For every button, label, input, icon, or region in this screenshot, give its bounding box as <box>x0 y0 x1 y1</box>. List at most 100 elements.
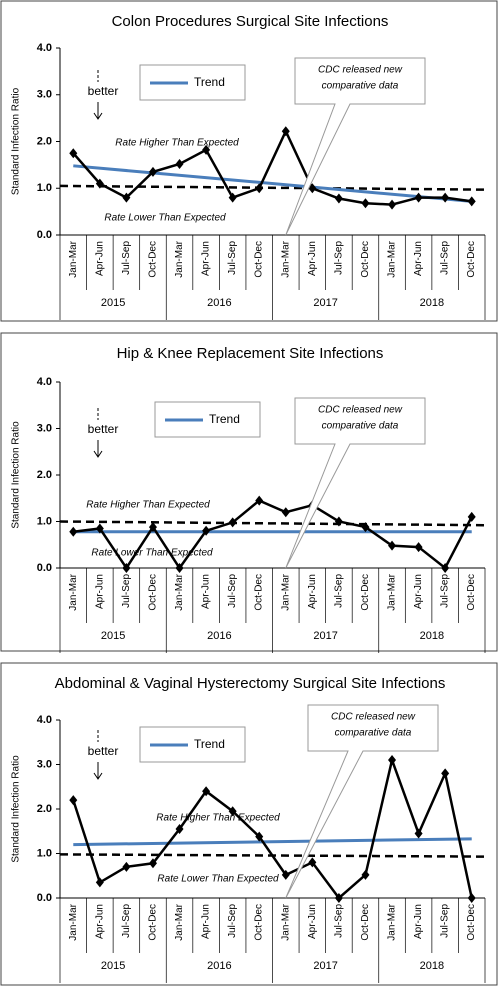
data-point <box>361 198 370 209</box>
annotation-higher: Rate Higher Than Expected <box>156 813 280 824</box>
y-tick-label: 4.0 <box>37 376 52 388</box>
data-point <box>69 148 78 159</box>
x-tick-label: Oct-Dec <box>466 904 477 941</box>
x-tick-label: Jul-Sep <box>333 241 344 275</box>
data-point <box>175 824 184 835</box>
data-point <box>334 516 343 527</box>
better-label: better <box>88 84 119 98</box>
better-arrow <box>93 102 103 120</box>
x-tick-label: Oct-Dec <box>360 241 371 278</box>
better-label: better <box>88 422 119 436</box>
x-tick-label: Apr-Jun <box>307 904 318 939</box>
trend-line <box>73 164 472 203</box>
data-point <box>441 192 450 203</box>
callout-text: CDC released new <box>318 65 403 76</box>
data-point <box>175 158 184 169</box>
data-point <box>228 517 237 528</box>
data-line <box>72 128 472 206</box>
year-label: 2016 <box>207 960 231 972</box>
better-label: better <box>88 744 119 758</box>
data-point <box>69 795 78 806</box>
data-point <box>255 495 264 506</box>
chart-title: Colon Procedures Surgical Site Infection… <box>112 13 389 30</box>
data-point <box>414 192 423 203</box>
data-point <box>441 768 450 779</box>
x-tick-label: Jan-Mar <box>174 903 185 940</box>
x-tick-label: Jul-Sep <box>227 574 238 608</box>
legend-label: Trend <box>209 412 240 426</box>
x-tick-label: Apr-Jun <box>201 904 212 939</box>
data-point <box>228 192 237 203</box>
x-tick-label: Oct-Dec <box>147 241 158 278</box>
x-tick-label: Jan-Mar <box>68 240 79 277</box>
data-point <box>122 861 131 872</box>
x-tick-label: Apr-Jun <box>413 241 424 276</box>
x-tick-label: Oct-Dec <box>466 574 477 611</box>
x-tick-label: Oct-Dec <box>254 574 265 611</box>
panel-border <box>0 0 498 322</box>
x-tick-label: Jan-Mar <box>280 903 291 940</box>
x-tick-label: Apr-Jun <box>94 904 105 939</box>
year-label: 2018 <box>420 297 444 309</box>
reference-line <box>59 520 486 527</box>
year-label: 2017 <box>313 630 337 642</box>
x-tick-label: Jan-Mar <box>68 903 79 940</box>
y-tick-label: 3.0 <box>37 422 52 434</box>
data-point <box>334 193 343 204</box>
year-label: 2018 <box>420 630 444 642</box>
chart-title: Abdominal & Vaginal Hysterectomy Surgica… <box>55 675 446 692</box>
data-point <box>228 806 237 817</box>
x-tick-label: Apr-Jun <box>413 904 424 939</box>
data-point <box>361 869 370 880</box>
y-tick-label: 3.0 <box>37 89 52 101</box>
chart-title: Hip & Knee Replacement Site Infections <box>117 345 384 362</box>
data-point <box>95 178 104 189</box>
x-tick-label: Jan-Mar <box>387 573 398 610</box>
x-tick-label: Jan-Mar <box>174 573 185 610</box>
x-tick-label: Jul-Sep <box>227 904 238 938</box>
x-tick-label: Oct-Dec <box>360 574 371 611</box>
x-tick-label: Jan-Mar <box>68 573 79 610</box>
data-point <box>388 540 397 551</box>
year-label: 2016 <box>207 297 231 309</box>
data-point <box>95 523 104 534</box>
data-point <box>388 755 397 766</box>
better-arrow <box>93 440 103 458</box>
year-label: 2015 <box>101 960 125 972</box>
x-tick-label: Jul-Sep <box>333 574 344 608</box>
callout <box>285 57 426 236</box>
data-point <box>281 507 290 518</box>
x-tick-label: Oct-Dec <box>466 241 477 278</box>
x-tick-label: Apr-Jun <box>94 574 105 609</box>
x-tick-label: Apr-Jun <box>201 574 212 609</box>
annotation-lower: Rate Lower Than Expected <box>104 213 226 224</box>
x-tick-label: Jul-Sep <box>227 241 238 275</box>
y-axis-label: Standard Infection Ratio <box>11 755 22 863</box>
x-tick-label: Oct-Dec <box>147 574 158 611</box>
callout-text: CDC released new <box>318 405 403 416</box>
data-point <box>467 196 476 207</box>
data-point <box>175 563 184 573</box>
data-point <box>255 831 264 842</box>
data-point <box>441 563 450 573</box>
annotation-higher: Rate Higher Than Expected <box>86 500 210 511</box>
y-axis-label: Standard Infection Ratio <box>11 421 22 529</box>
callout-text: comparative data <box>322 81 399 92</box>
x-tick-label: Jul-Sep <box>440 574 451 608</box>
callout <box>285 704 439 899</box>
y-tick-label: 4.0 <box>37 42 52 54</box>
y-tick-label: 0.0 <box>37 562 52 574</box>
x-tick-label: Jan-Mar <box>387 240 398 277</box>
data-point <box>414 828 423 839</box>
year-label: 2017 <box>313 297 337 309</box>
x-tick-label: Jul-Sep <box>121 574 132 608</box>
y-tick-label: 1.0 <box>37 847 52 859</box>
data-point <box>334 893 343 903</box>
data-point <box>281 869 290 880</box>
x-tick-label: Jan-Mar <box>387 903 398 940</box>
y-tick-label: 1.0 <box>37 182 52 194</box>
y-tick-label: 4.0 <box>37 714 52 726</box>
callout-text: comparative data <box>322 421 399 432</box>
